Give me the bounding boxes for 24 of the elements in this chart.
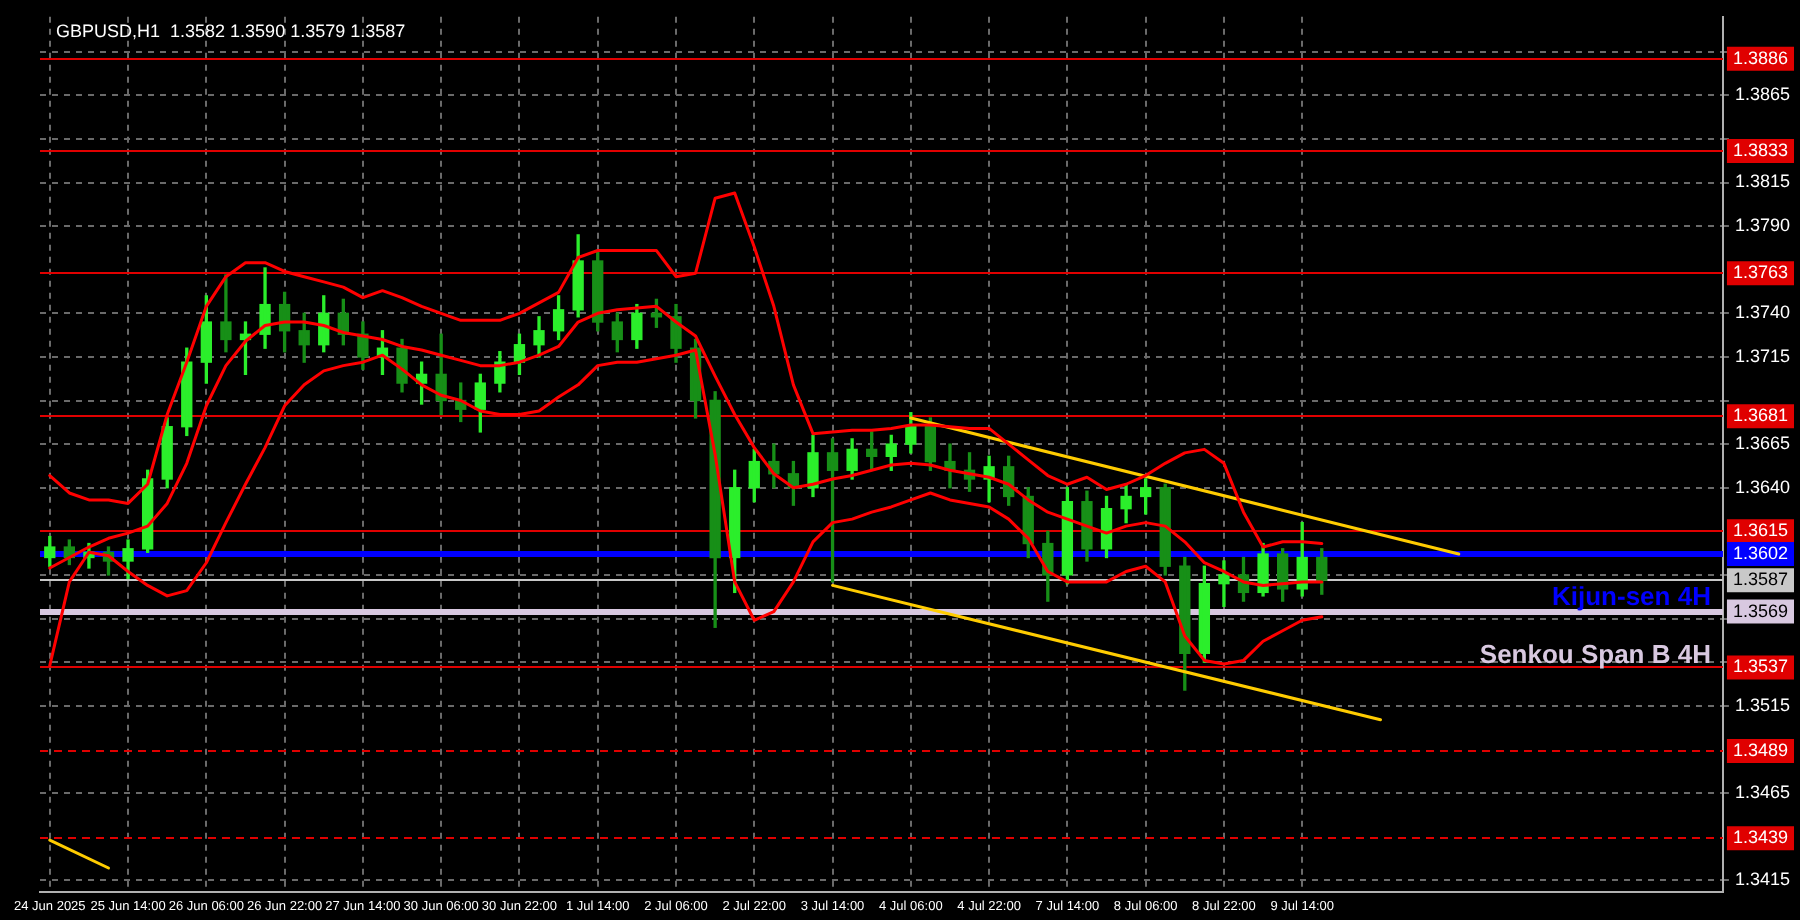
y-tick-label: 1.3715 bbox=[1734, 345, 1791, 366]
annotation: 1.3587 bbox=[1732, 569, 1789, 590]
y-tick-label: 1.3865 bbox=[1734, 84, 1791, 105]
annotation: 1.3833 bbox=[1732, 140, 1789, 161]
annotation: 1.3602 bbox=[1732, 542, 1789, 563]
annotation: 1.3569 bbox=[1732, 600, 1789, 621]
y-tick-label: 1.3415 bbox=[1734, 869, 1791, 890]
y-tick-label: 1.3790 bbox=[1734, 215, 1791, 236]
y-tick-label: 1.3740 bbox=[1734, 302, 1791, 323]
chart-title: GBPUSD,H1 1.3582 1.3590 1.3579 1.3587 bbox=[56, 20, 406, 41]
annotation: 1.3886 bbox=[1732, 47, 1789, 68]
annotation: 1.3439 bbox=[1732, 827, 1789, 848]
y-tick-label: 1.3815 bbox=[1734, 171, 1791, 192]
annotation: 1.3763 bbox=[1732, 262, 1789, 283]
y-tick-label: 1.3515 bbox=[1734, 694, 1791, 715]
annotation: 1.3537 bbox=[1732, 656, 1789, 677]
y-tick-label: 1.3665 bbox=[1734, 433, 1791, 454]
annotation: 1.3489 bbox=[1732, 740, 1789, 761]
annotation: 1.3615 bbox=[1732, 520, 1789, 541]
ref-line-label: Senkou Span B 4H bbox=[1479, 638, 1711, 669]
y-tick-label: 1.3640 bbox=[1734, 476, 1791, 497]
y-tick-label: 1.3465 bbox=[1734, 781, 1791, 802]
annotation: 1.3681 bbox=[1732, 405, 1789, 426]
ref-line-label: Kijun-sen 4H bbox=[1552, 581, 1711, 612]
